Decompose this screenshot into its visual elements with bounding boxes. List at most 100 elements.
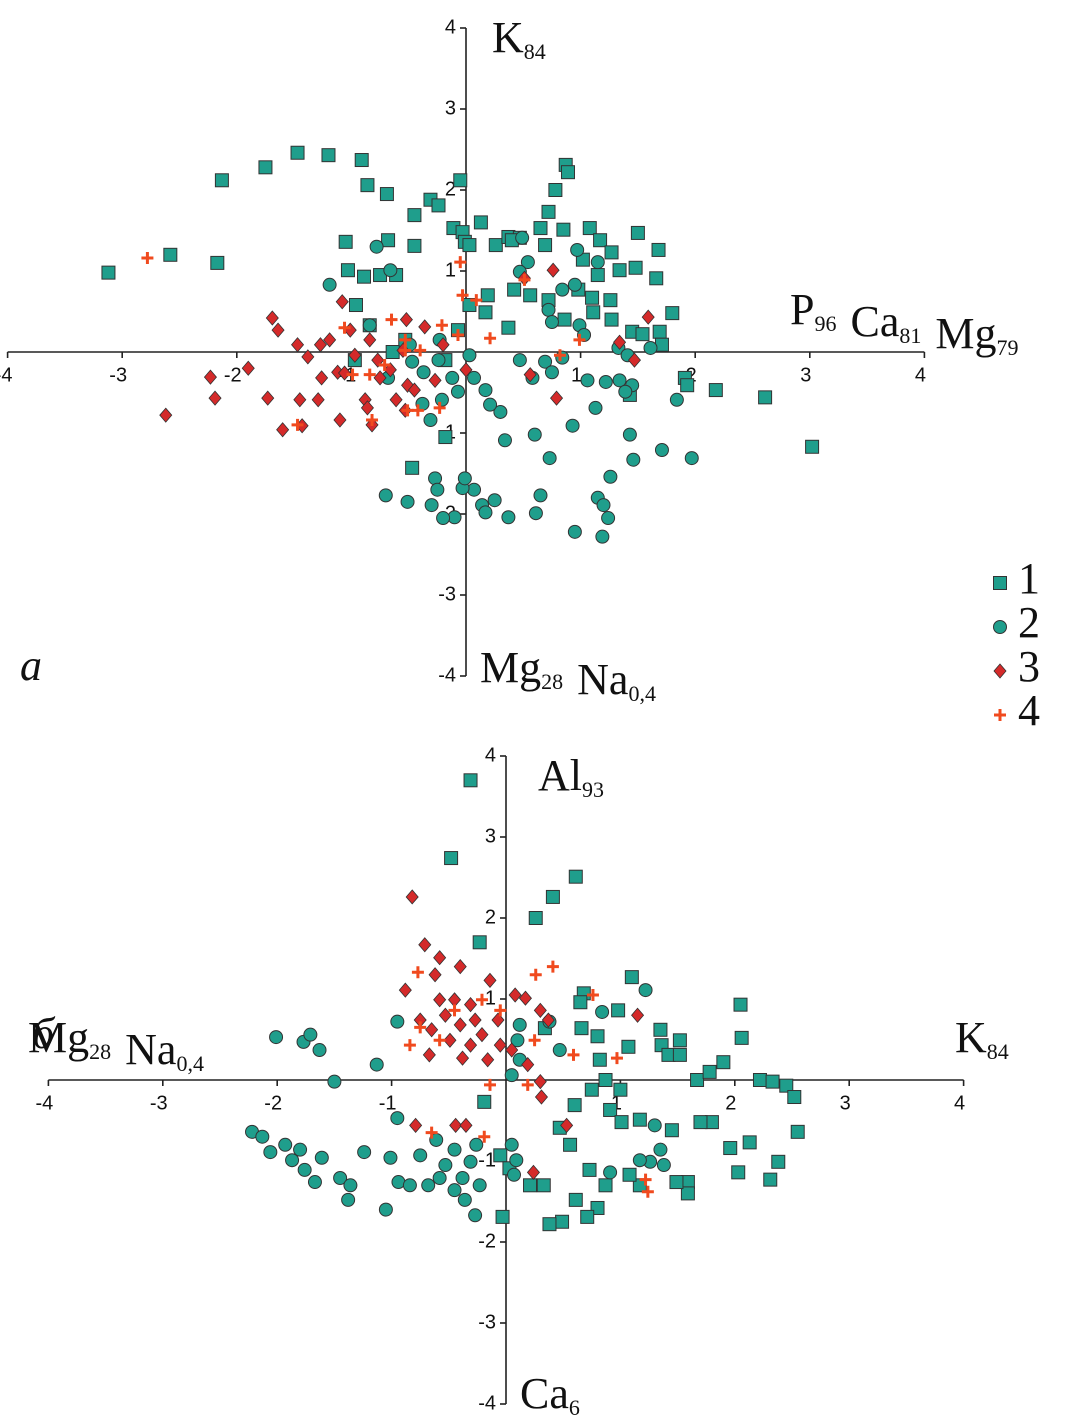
diamond-point [483, 972, 497, 988]
square-point [573, 995, 588, 1010]
circle-point [483, 397, 498, 412]
diamond-point [459, 362, 473, 378]
diamond-point [449, 1117, 463, 1133]
label-sub: 28 [89, 1039, 111, 1064]
circle-point [447, 1142, 462, 1157]
plus-point [401, 404, 414, 417]
circle-point [520, 255, 535, 270]
square-point [210, 255, 225, 270]
label-main: Na [125, 1025, 176, 1074]
diamond-point [641, 309, 655, 325]
circle-point [297, 1162, 312, 1177]
plus-point [610, 1052, 623, 1065]
label-main: Mg [28, 1013, 89, 1062]
diamond-point [464, 1037, 478, 1053]
circle-point [598, 374, 613, 389]
circle-point [455, 1171, 470, 1186]
square-point [444, 851, 459, 866]
circle-point [322, 277, 337, 292]
square-point [664, 1123, 679, 1138]
square-point [765, 1074, 780, 1089]
square-point [533, 221, 548, 236]
square-point [568, 1192, 583, 1207]
diamond-point [323, 332, 337, 348]
square-point [542, 1217, 557, 1232]
circle-point [509, 1153, 524, 1168]
y-tick-label: 4 [445, 16, 456, 38]
plus-point [483, 1078, 496, 1091]
square-point [321, 148, 336, 163]
square-point [763, 1172, 778, 1187]
circle-point [357, 1145, 372, 1160]
square-point [528, 911, 543, 925]
circle-point [472, 1178, 487, 1193]
plus-point [378, 358, 391, 371]
diamond-point [399, 311, 413, 328]
square-point [563, 1137, 578, 1152]
square-point [649, 271, 664, 286]
circle-point [580, 373, 595, 388]
circle-point [501, 510, 516, 525]
diamond-point [343, 322, 357, 338]
y-tick-label: 2 [485, 906, 496, 928]
circle-point [588, 400, 603, 415]
circle-point [293, 1142, 308, 1157]
plus-point [546, 960, 559, 973]
square-point [582, 1162, 597, 1177]
circle-point [383, 263, 398, 278]
square-point [574, 1021, 589, 1036]
square-point [654, 337, 669, 352]
plus-point [641, 1185, 654, 1198]
diamond-point [271, 322, 285, 338]
square-point [536, 1178, 551, 1193]
y-tick-label: -2 [478, 1230, 496, 1252]
diamond-point [159, 407, 173, 423]
plus-point [366, 414, 379, 427]
diamond-point [456, 1050, 470, 1066]
circle-point [669, 392, 684, 407]
circle-point [285, 1153, 300, 1168]
square-point [590, 1200, 605, 1215]
label-main: Na [577, 655, 628, 704]
diamond-point [443, 1032, 457, 1048]
diamond-point [560, 1117, 574, 1133]
diamond-point [613, 334, 627, 350]
circle-point [684, 451, 699, 466]
circle-point [263, 1145, 278, 1160]
plus-point [403, 1039, 416, 1052]
label-main: Al [538, 751, 582, 800]
plus-point [414, 1021, 427, 1034]
square-point [611, 1003, 626, 1018]
diamond-point [315, 370, 329, 386]
square-point [733, 997, 748, 1012]
label-sub: 0,4 [176, 1051, 204, 1076]
label-sub: 84 [524, 39, 546, 64]
plus-point [363, 368, 376, 381]
plus-point [435, 319, 448, 332]
diamond-point [468, 1012, 482, 1028]
square-point [381, 233, 396, 248]
circle-point [507, 1167, 522, 1182]
square-point [672, 1047, 687, 1062]
circle-point [314, 1150, 329, 1165]
y-tick-label: 4 [485, 744, 496, 766]
square-point [693, 1115, 708, 1130]
square-point [580, 1209, 595, 1224]
square-point [624, 970, 639, 985]
legend-marker [993, 576, 1007, 590]
square-point [716, 1055, 731, 1070]
diamond-point [360, 400, 374, 416]
circle-point [595, 1004, 610, 1019]
circle-point [391, 1175, 406, 1190]
label-sub: 96 [814, 311, 836, 336]
square-point [598, 1073, 613, 1087]
square-point [665, 306, 680, 321]
y-tick-label: -3 [478, 1311, 496, 1333]
circle-point [497, 433, 512, 448]
circle-point [570, 242, 585, 257]
circle-point [468, 1208, 483, 1223]
circle-point [638, 983, 653, 998]
plus-point [573, 333, 586, 346]
circle-point [421, 1178, 436, 1193]
square-point [604, 245, 619, 260]
